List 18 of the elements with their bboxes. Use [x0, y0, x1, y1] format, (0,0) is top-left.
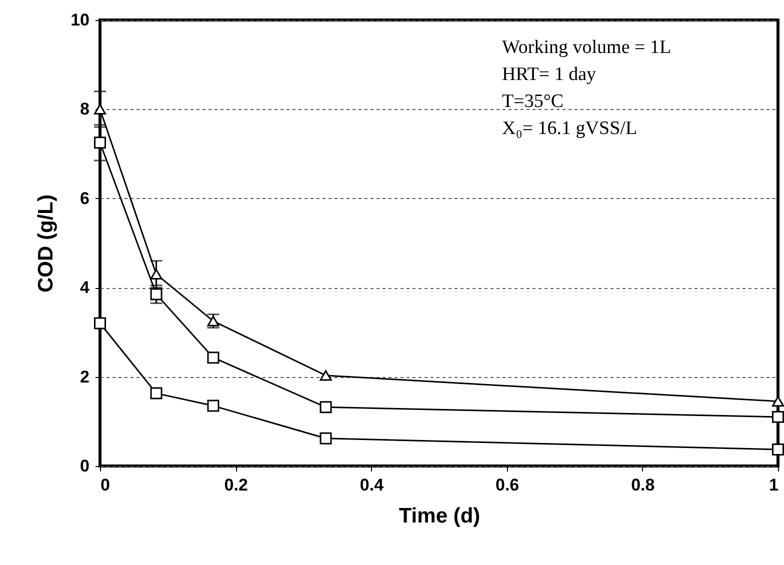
y-tick-label: 6 [80, 188, 90, 208]
annotation: HRT= 1 day [502, 64, 597, 85]
x-tick-label: 1 [769, 476, 778, 494]
annotation: X₀= 16.1 gVSS/L [502, 118, 638, 139]
y-tick-label: 10 [70, 10, 90, 30]
x-tick-label: 0.2 [224, 476, 248, 494]
y-axis-title: COD (g/L) [34, 194, 58, 292]
y-tick-label: 0 [80, 456, 90, 476]
x-tick-label: 0.4 [360, 476, 384, 494]
x-tick-label: 0.8 [631, 476, 655, 494]
x-axis-title: Time (d) [398, 504, 480, 528]
annotation: T=35°C [502, 91, 564, 112]
y-tick-label: 8 [80, 100, 90, 119]
x-tick-label: 0.6 [495, 476, 520, 494]
annotation: Working volume = 1L [502, 37, 672, 58]
x-tick-label: 0 [100, 476, 110, 494]
y-tick-label: 2 [80, 367, 90, 386]
y-tick-label: 4 [80, 278, 90, 298]
